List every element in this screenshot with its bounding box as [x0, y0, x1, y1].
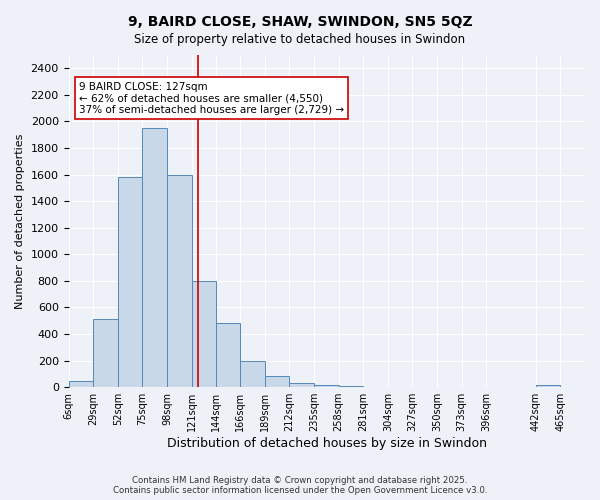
X-axis label: Distribution of detached houses by size in Swindon: Distribution of detached houses by size … [167, 437, 487, 450]
Bar [536, 384, 560, 387]
Y-axis label: Number of detached properties: Number of detached properties [15, 134, 25, 309]
Bar [118, 178, 142, 387]
Text: Size of property relative to detached houses in Swindon: Size of property relative to detached ho… [134, 32, 466, 46]
Bar [363, 386, 388, 387]
Bar [192, 281, 217, 387]
Bar [265, 376, 289, 387]
Bar [240, 362, 265, 387]
Bar [93, 320, 118, 387]
Text: Contains HM Land Registry data © Crown copyright and database right 2025.
Contai: Contains HM Land Registry data © Crown c… [113, 476, 487, 495]
Bar [68, 380, 93, 387]
Bar [289, 382, 314, 387]
Text: 9, BAIRD CLOSE, SHAW, SWINDON, SN5 5QZ: 9, BAIRD CLOSE, SHAW, SWINDON, SN5 5QZ [128, 15, 472, 29]
Bar [217, 324, 240, 387]
Bar [338, 386, 363, 387]
Text: 9 BAIRD CLOSE: 127sqm
← 62% of detached houses are smaller (4,550)
37% of semi-d: 9 BAIRD CLOSE: 127sqm ← 62% of detached … [79, 82, 344, 115]
Bar [142, 128, 167, 387]
Bar [314, 384, 338, 387]
Bar [167, 174, 192, 387]
